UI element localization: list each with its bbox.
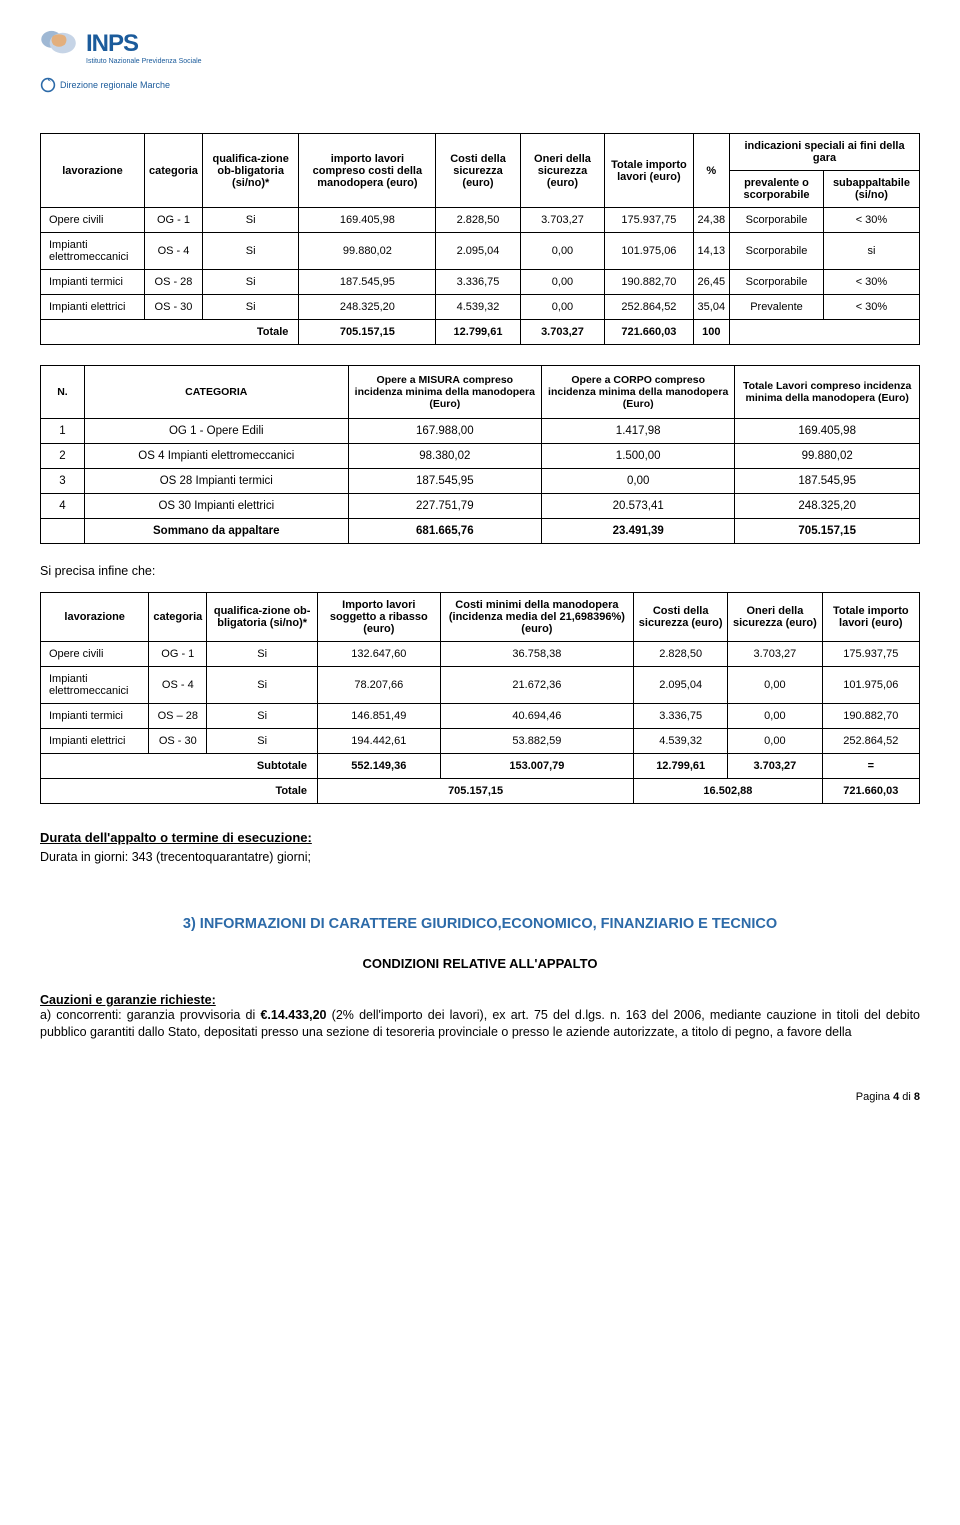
t3-h-cat: categoria	[149, 593, 207, 642]
t1-h-qualifica: qualifica-zione ob-bligatoria (si/no)*	[202, 134, 298, 208]
t1-h-costi: Costi della sicurezza (euro)	[436, 134, 520, 208]
t1-h-indicazioni: indicazioni speciali ai fini della gara	[730, 134, 920, 171]
table-row: 1OG 1 - Opere Edili167.988,001.417,98169…	[41, 419, 920, 444]
condizioni-heading: CONDIZIONI RELATIVE ALL'APPALTO	[40, 956, 920, 971]
t1-sh-subapp: subappaltabile (si/no)	[823, 171, 919, 208]
t1-h-oneri: Oneri della sicurezza (euro)	[520, 134, 605, 208]
table-row: Impianti termiciOS – 28Si146.851,4940.69…	[41, 704, 920, 729]
table-row: 4OS 30 Impianti elettrici227.751,7920.57…	[41, 494, 920, 519]
cauzioni-text: a) concorrenti: garanzia provvisoria di …	[40, 1007, 920, 1041]
table-row: Impianti termiciOS - 28Si187.545,953.336…	[41, 270, 920, 295]
t2-h-cat: CATEGORIA	[84, 366, 348, 419]
table-row: 3OS 28 Impianti termici187.545,950,00187…	[41, 469, 920, 494]
table-total-row: Totale705.157,1512.799,613.703,27721.660…	[41, 320, 920, 345]
t2-h-tot-label: Totale Lavori compreso incidenza minima …	[743, 380, 911, 404]
section-3-heading: 3) INFORMAZIONI DI CARATTERE GIURIDICO,E…	[40, 916, 920, 932]
cauzioni-amount: €.14.433,20	[260, 1008, 326, 1022]
logo-department: Direzione regionale Marche	[60, 80, 170, 90]
t3-h-man: Costi minimi della manodopera (incidenza…	[440, 593, 634, 642]
t2-h-tot: Totale Lavori compreso incidenza minima …	[735, 366, 920, 419]
t1-h-pct: %	[693, 134, 730, 208]
table-row: Opere civiliOG - 1Si132.647,6036.758,382…	[41, 642, 920, 667]
t1-sh-prevalente: prevalente o scorporabile	[730, 171, 824, 208]
table-row: 2OS 4 Impianti elettromeccanici98.380,02…	[41, 444, 920, 469]
page-number: Pagina 4 di 8	[40, 1091, 920, 1103]
table-total-row: Totale705.157,1516.502,88721.660,03	[41, 779, 920, 804]
t3-h-tot: Totale importo lavori (euro)	[822, 593, 919, 642]
t3-h-rib: Importo lavori soggetto a ribasso (euro)	[318, 593, 441, 642]
table-row: Impianti elettriciOS - 30Si194.442,6153.…	[41, 729, 920, 754]
t3-h-lav: lavorazione	[41, 593, 149, 642]
table-sum-row: Sommano da appaltare681.665,7623.491,397…	[41, 519, 920, 544]
t1-h-categoria: categoria	[145, 134, 203, 208]
note-precisa: Si precisa infine che:	[40, 564, 920, 578]
arrow-icon	[40, 77, 56, 93]
table-subtotal-row: Subtotale552.149,36153.007,7912.799,613.…	[41, 754, 920, 779]
table-lavorazione-2: lavorazione categoria qualifica-zione ob…	[40, 592, 920, 804]
logo-subtitle: Istituto Nazionale Previdenza Sociale	[86, 58, 202, 65]
durata-text: Durata in giorni: 343 (trecentoquarantat…	[40, 849, 920, 866]
table-row: Impianti elettromeccaniciOS - 4Si99.880,…	[41, 233, 920, 270]
durata-heading: Durata dell'appalto o termine di esecuzi…	[40, 830, 920, 845]
t2-h-misura-label: Opere a MISURA compreso incidenza minima…	[355, 374, 535, 410]
t1-h-totale: Totale importo lavori (euro)	[605, 134, 693, 208]
t3-h-q: qualifica-zione ob-bligatoria (si/no)*	[207, 593, 318, 642]
t2-h-corpo-label: Opere a CORPO compreso incidenza minima …	[548, 374, 728, 410]
t3-h-oneri: Oneri della sicurezza (euro)	[728, 593, 822, 642]
table-row: Opere civiliOG - 1Si169.405,982.828,503.…	[41, 208, 920, 233]
logo-text: INPS	[86, 30, 138, 57]
header-logo: INPS Istituto Nazionale Previdenza Socia…	[40, 30, 920, 93]
table-categoria: N. CATEGORIA Opere a MISURA compreso inc…	[40, 365, 920, 544]
cauzioni-heading: Cauzioni e garanzie richieste:	[40, 993, 920, 1007]
t2-h-n: N.	[41, 366, 85, 419]
inps-icon	[40, 30, 78, 58]
t3-h-costi: Costi della sicurezza (euro)	[634, 593, 728, 642]
t1-h-lavorazione: lavorazione	[41, 134, 145, 208]
table-row: Impianti elettromeccaniciOS - 4Si78.207,…	[41, 667, 920, 704]
table-row: Impianti elettriciOS - 30Si248.325,204.5…	[41, 295, 920, 320]
table-lavorazione-1: lavorazione categoria qualifica-zione ob…	[40, 133, 920, 345]
t2-h-corpo: Opere a CORPO compreso incidenza minima …	[542, 366, 735, 419]
t1-h-importo: importo lavori compreso costi della mano…	[299, 134, 436, 208]
t2-h-misura: Opere a MISURA compreso incidenza minima…	[348, 366, 541, 419]
